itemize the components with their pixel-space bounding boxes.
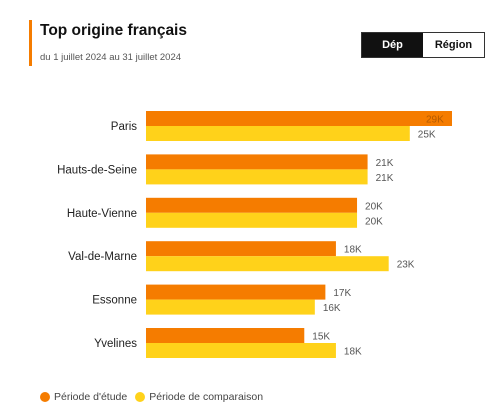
bar-paris-etude[interactable]	[146, 111, 452, 126]
category-label-yvelines: Yvelines	[94, 338, 137, 350]
chart-legend: Période d'étude Période de comparaison	[40, 391, 271, 403]
bar-hauts-de-seine-comparaison[interactable]	[146, 169, 368, 185]
data-label-yvelines-etude: 15K	[312, 332, 330, 343]
bar-yvelines-etude[interactable]	[146, 328, 305, 343]
bar-yvelines-comparaison[interactable]	[146, 343, 336, 358]
bar-essonne-comparaison[interactable]	[146, 299, 315, 315]
bar-val-de-marne-comparaison[interactable]	[146, 256, 389, 272]
bar-paris-comparaison[interactable]	[146, 126, 410, 141]
data-label-haute-vienne-comparaison: 20K	[365, 216, 383, 227]
bar-hauts-de-seine-etude[interactable]	[146, 154, 368, 170]
data-label-val-de-marne-comparaison: 23K	[397, 260, 415, 271]
data-label-essonne-etude: 17K	[333, 288, 351, 299]
toggle-region-button[interactable]: Région	[423, 33, 484, 57]
bar-haute-vienne-etude[interactable]	[146, 197, 358, 213]
category-label-haute-vienne: Haute-Vienne	[67, 208, 137, 220]
data-label-paris-etude: 29K	[426, 115, 444, 126]
data-label-paris-comparaison: 25K	[418, 130, 436, 141]
legend-label-comparaison: Période de comparaison	[149, 391, 264, 403]
legend-item-comparaison[interactable]: Période de comparaison	[135, 391, 263, 403]
title-accent-bar	[29, 20, 32, 66]
bar-val-de-marne-etude[interactable]	[146, 241, 336, 257]
data-label-yvelines-comparaison: 18K	[344, 347, 362, 358]
chart-subtitle: du 1 juillet 2024 au 31 juillet 2024	[40, 52, 182, 63]
legend-dot-comparaison	[135, 392, 146, 402]
data-label-haute-vienne-etude: 20K	[365, 201, 383, 212]
category-label-essonne: Essonne	[92, 295, 137, 307]
data-label-hauts-de-seine-comparaison: 21K	[376, 173, 394, 184]
legend-label-etude: Période d'étude	[54, 391, 128, 403]
category-label-hauts-de-seine: Hauts-de-Seine	[57, 164, 137, 176]
data-label-essonne-comparaison: 16K	[323, 303, 341, 314]
legend-dot-etude	[40, 392, 50, 402]
bar-essonne-etude[interactable]	[146, 284, 326, 300]
category-label-paris: Paris	[111, 121, 137, 133]
bar-haute-vienne-comparaison[interactable]	[146, 212, 358, 228]
legend-item-etude[interactable]: Période d'étude	[40, 391, 127, 403]
chart-title: Top origine français	[40, 22, 187, 39]
dep-region-toggle: Dép Région	[361, 32, 485, 58]
data-label-hauts-de-seine-etude: 21K	[376, 158, 394, 169]
data-label-val-de-marne-etude: 18K	[344, 245, 362, 256]
category-label-val-de-marne: Val-de-Marne	[68, 251, 137, 263]
toggle-dep-button[interactable]: Dép	[362, 33, 423, 57]
